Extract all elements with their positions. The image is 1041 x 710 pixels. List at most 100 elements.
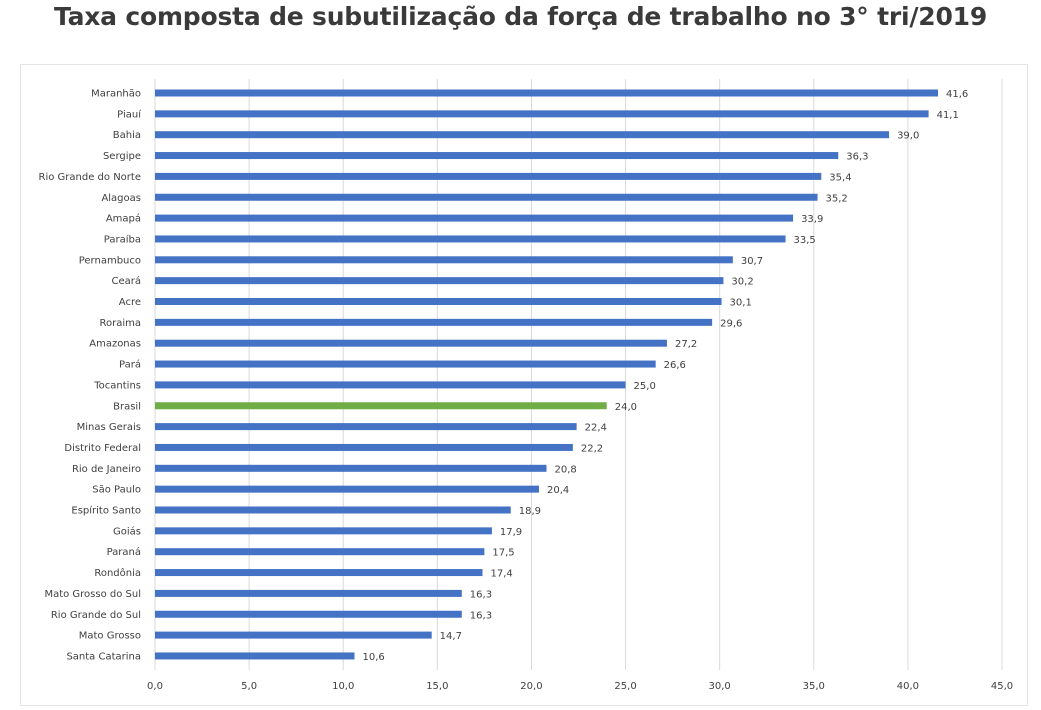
page-title: Taxa composta de subutilização da força … <box>53 2 988 31</box>
bar <box>155 193 818 201</box>
category-label: Amapá <box>106 213 141 225</box>
bar <box>155 172 822 180</box>
category-label: Mato Grosso do Sul <box>44 589 141 600</box>
data-label: 35,2 <box>826 193 848 204</box>
bar <box>155 318 713 326</box>
x-tick-label: 45,0 <box>991 681 1013 692</box>
data-label: 30,7 <box>741 256 763 267</box>
category-label: Rio Grande do Sul <box>51 610 141 621</box>
bar <box>155 631 432 639</box>
data-label: 18,9 <box>519 506 541 517</box>
bar <box>155 506 511 514</box>
x-axis-ticks: 0,0 5,0 10,0 15,0 20,0 25,0 30,0 35,0 40,0 45,0 <box>147 681 1013 692</box>
category-label: São Paulo <box>92 485 141 496</box>
data-label: 33,9 <box>801 214 823 225</box>
bar <box>155 152 839 160</box>
category-label: Distrito Federal <box>64 443 141 454</box>
bar <box>155 589 462 597</box>
bar <box>155 214 794 222</box>
bar <box>155 610 462 618</box>
bar <box>155 131 890 139</box>
bar <box>155 423 577 431</box>
category-label: Acre <box>119 297 141 308</box>
bar <box>155 548 485 556</box>
category-label: Pernambuco <box>79 255 141 266</box>
category-label: Bahia <box>113 130 141 141</box>
bars <box>155 89 939 660</box>
data-label: 20,4 <box>547 485 569 496</box>
x-tick-label: 40,0 <box>897 681 919 692</box>
data-label: 27,2 <box>675 339 697 350</box>
x-tick-label: 0,0 <box>147 681 163 692</box>
x-tick-label: 20,0 <box>520 681 542 692</box>
bar <box>155 485 539 493</box>
chart-frame: Maranhão Piauí Bahia Sergipe Rio Grande do N… <box>20 64 1028 706</box>
category-label: Paraná <box>107 546 141 558</box>
data-label: 22,2 <box>581 443 603 454</box>
category-label: Maranhão <box>91 89 141 100</box>
data-label: 16,3 <box>470 610 492 621</box>
category-labels: Maranhão Piauí Bahia Sergipe Rio Grande do N… <box>39 89 143 663</box>
category-label: Piauí <box>117 108 142 120</box>
x-tick-label: 25,0 <box>614 681 636 692</box>
data-label: 25,0 <box>634 381 656 392</box>
bar <box>155 89 939 97</box>
data-label: 35,4 <box>829 172 851 183</box>
data-label: 41,1 <box>937 110 959 121</box>
category-label: Minas Gerais <box>77 422 141 433</box>
bar <box>155 277 724 285</box>
bar <box>155 402 607 410</box>
bar <box>155 110 929 118</box>
bar <box>155 298 722 305</box>
data-label: 14,7 <box>440 631 462 642</box>
data-label: 36,3 <box>846 152 868 163</box>
bar <box>155 360 656 368</box>
data-label: 39,0 <box>897 131 919 142</box>
category-label: Espírito Santo <box>71 505 141 517</box>
category-label: Sergipe <box>103 151 141 162</box>
data-label: 24,0 <box>615 402 637 413</box>
category-label: Rondônia <box>94 567 141 579</box>
data-label: 10,6 <box>363 652 385 663</box>
x-tick-label: 5,0 <box>241 681 257 692</box>
data-label: 30,1 <box>730 298 752 309</box>
data-label: 17,4 <box>491 569 513 580</box>
value-labels: 41,6 41,1 39,0 36,3 35,4 35,233,9 33,5 30,7 30,2… <box>363 89 969 663</box>
data-label: 22,4 <box>585 423 607 434</box>
category-label: Alagoas <box>101 193 141 204</box>
category-label: Pará <box>119 359 141 371</box>
data-label: 17,9 <box>500 527 522 538</box>
bar-chart: Maranhão Piauí Bahia Sergipe Rio Grande do N… <box>39 79 1013 692</box>
category-label: Paraíba <box>104 233 141 245</box>
category-label: Brasil <box>113 401 141 412</box>
bar <box>155 443 573 451</box>
category-label: Goiás <box>113 525 141 537</box>
data-label: 16,3 <box>470 589 492 600</box>
bar <box>155 569 483 577</box>
x-tick-label: 10,0 <box>332 681 354 692</box>
category-label: Roraima <box>99 318 141 329</box>
bar <box>155 464 547 472</box>
category-label: Ceará <box>111 275 141 287</box>
bar <box>155 527 492 535</box>
x-tick-label: 35,0 <box>803 681 825 692</box>
x-tick-label: 15,0 <box>426 681 448 692</box>
category-label: Mato Grosso <box>79 631 141 642</box>
category-label: Rio Grande do Norte <box>39 172 141 183</box>
bar <box>155 235 786 243</box>
data-label: 20,8 <box>555 464 577 475</box>
bar <box>155 381 626 389</box>
category-label: Rio de Janeiro <box>72 464 141 475</box>
data-label: 26,6 <box>664 360 686 371</box>
data-label: 41,6 <box>946 89 968 100</box>
category-label: Santa Catarina <box>66 651 141 662</box>
gridlines <box>154 79 1003 670</box>
category-label: Amazonas <box>89 339 141 350</box>
data-label: 30,2 <box>731 277 753 288</box>
bar <box>155 652 355 660</box>
bar <box>155 256 733 264</box>
x-tick-label: 30,0 <box>709 681 731 692</box>
category-label: Tocantins <box>93 380 141 391</box>
data-label: 33,5 <box>794 235 816 246</box>
bar <box>155 339 667 347</box>
